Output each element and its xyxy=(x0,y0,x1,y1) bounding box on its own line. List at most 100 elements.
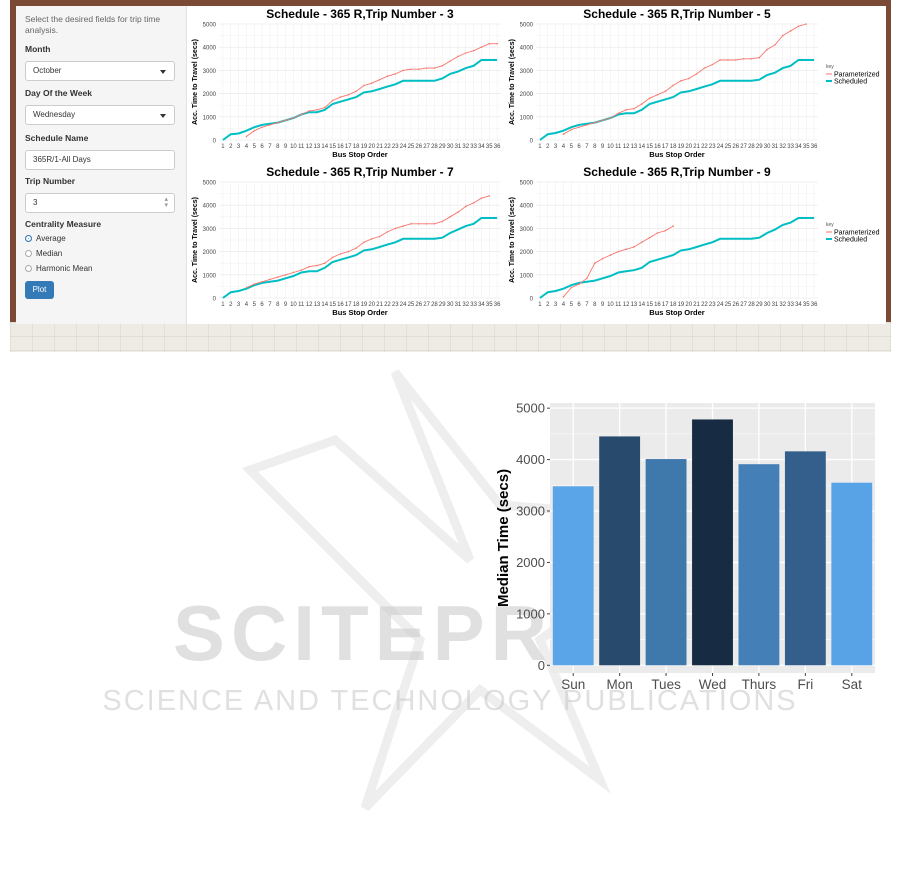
y-tick-label: 2000 xyxy=(203,250,217,256)
y-tick-label: 2000 xyxy=(516,555,545,570)
series-point xyxy=(472,202,475,204)
series-point xyxy=(292,271,295,274)
series-point xyxy=(394,73,397,75)
x-tick-label: 29 xyxy=(756,144,763,150)
series-line-scheduled xyxy=(539,217,815,299)
x-tick-label: 1 xyxy=(221,144,225,150)
watermark-line2: SCIENCE AND TECHNOLOGY PUBLICATIONS xyxy=(102,685,797,717)
x-tick-label: 19 xyxy=(678,302,685,308)
x-tick-label: 33 xyxy=(470,302,477,308)
x-tick-label: 19 xyxy=(678,144,685,150)
y-tick-label: 1000 xyxy=(203,273,217,279)
series-point xyxy=(308,265,310,268)
radio-harmonic-mean[interactable]: Harmonic Mean xyxy=(25,264,92,273)
y-tick-label: 5000 xyxy=(520,23,534,29)
series-point xyxy=(601,257,604,260)
x-tick-label: 21 xyxy=(376,144,383,150)
x-tick-label: 12 xyxy=(623,144,630,150)
x-tick-label: 29 xyxy=(439,144,446,150)
x-tick-label: 25 xyxy=(725,144,732,150)
dow-select[interactable]: Wednesday xyxy=(25,105,175,125)
series-point xyxy=(625,109,627,111)
x-tick-label: 3 xyxy=(237,302,241,308)
series-point xyxy=(789,30,792,32)
trip-value: 3 xyxy=(33,198,38,207)
x-axis-label: Bus Stop Order xyxy=(649,150,705,159)
x-tick-label: 3 xyxy=(554,302,558,308)
series-point xyxy=(433,67,436,69)
radio-icon[interactable] xyxy=(25,250,32,257)
month-select[interactable]: October xyxy=(25,61,175,81)
x-tick-label: 4 xyxy=(245,302,249,308)
plot-button[interactable]: Plot xyxy=(25,281,54,299)
x-tick-label: 6 xyxy=(260,144,264,150)
y-tick-label: 4000 xyxy=(203,204,217,210)
x-tick-label: 3 xyxy=(237,144,241,150)
bar-sun xyxy=(552,486,594,666)
spinner-icon[interactable]: ▴ ▾ xyxy=(164,196,168,209)
series-point xyxy=(402,69,404,72)
series-point xyxy=(394,227,397,230)
x-tick-label: 13 xyxy=(631,302,638,308)
y-tick-label: 0 xyxy=(538,658,545,673)
x-tick-label: 22 xyxy=(701,302,708,308)
x-tick-label: 7 xyxy=(585,302,589,308)
series-point xyxy=(355,90,357,93)
x-tick-label: 3 xyxy=(554,144,558,150)
x-tick-label: 10 xyxy=(607,302,614,308)
y-tick-label: 1000 xyxy=(520,115,534,121)
y-tick-label: 0 xyxy=(213,139,217,145)
radio-median-label: Median xyxy=(36,249,63,258)
x-tick-label: 1 xyxy=(221,302,225,308)
series-point xyxy=(323,262,326,264)
y-tick-label: 0 xyxy=(530,139,534,145)
series-line-scheduled xyxy=(539,59,815,141)
radio-median[interactable]: Median xyxy=(25,249,62,258)
series-point xyxy=(480,46,483,48)
x-tick-label: 20 xyxy=(685,144,692,150)
dow-label: Day Of the Week xyxy=(25,88,92,98)
x-tick-label: 11 xyxy=(298,144,305,150)
series-point xyxy=(347,250,350,253)
series-point xyxy=(370,82,373,84)
schedule-input[interactable]: 365R/1-All Days xyxy=(25,150,175,170)
series-point xyxy=(758,56,761,59)
x-tick-label: 14 xyxy=(638,144,645,150)
background-tiles xyxy=(10,322,891,352)
x-tick-label: 8 xyxy=(276,144,280,150)
x-tick-label: 19 xyxy=(361,144,368,150)
radio-selected-icon[interactable] xyxy=(25,235,32,242)
trip-number-input[interactable]: 3 ▴ ▾ xyxy=(25,193,175,213)
x-tick-label: 9 xyxy=(601,144,605,150)
radio-icon[interactable] xyxy=(25,265,32,272)
series-point xyxy=(742,58,745,60)
chevron-down-icon xyxy=(160,70,166,74)
series-point xyxy=(300,113,303,116)
y-tick-label: 0 xyxy=(213,297,217,303)
x-tick-label: 12 xyxy=(306,144,313,150)
x-tick-label: 31 xyxy=(772,302,779,308)
series-point xyxy=(774,44,776,46)
x-tick-label: 12 xyxy=(306,302,313,308)
series-point xyxy=(672,225,674,227)
series-point xyxy=(316,264,318,267)
x-tick-label: 13 xyxy=(314,144,321,150)
x-tick-label: 32 xyxy=(779,302,786,308)
series-point xyxy=(680,80,682,82)
x-tick-label: 26 xyxy=(732,144,739,150)
x-tick-label: 28 xyxy=(748,144,755,150)
series-point xyxy=(339,253,342,255)
series-point xyxy=(331,256,334,259)
radio-average[interactable]: Average xyxy=(25,234,66,243)
radio-average-label: Average xyxy=(36,234,66,243)
bar-mon xyxy=(599,436,641,666)
series-point xyxy=(711,63,714,66)
x-tick-label: 34 xyxy=(795,144,802,150)
x-tick-label: 34 xyxy=(478,144,485,150)
y-tick-label: 3000 xyxy=(520,227,534,233)
line-chart-trip-9: Schedule - 365 R,Trip Number - 9 0 1000 200… xyxy=(509,165,880,317)
series-point xyxy=(261,126,263,129)
x-tick-label: 32 xyxy=(779,144,786,150)
x-tick-label: 28 xyxy=(748,302,755,308)
y-axis-label: Median Time (secs) xyxy=(495,469,512,607)
